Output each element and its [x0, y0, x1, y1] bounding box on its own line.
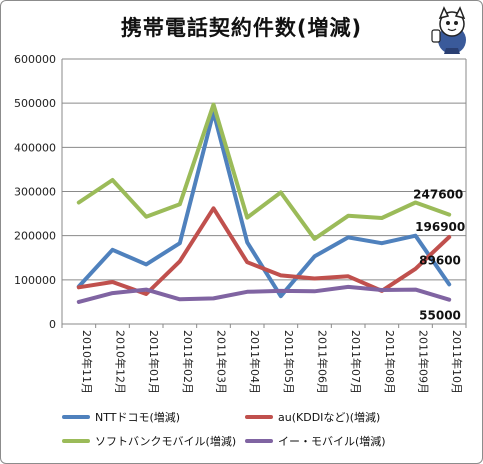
legend: NTTドコモ(増減) au(KDDIなど)(増減) ソフトバンクモバイル(増減)… — [0, 404, 483, 460]
end-value-label: 55000 — [419, 309, 461, 323]
legend-label-emobile: イー・モバイル(増減) — [278, 435, 386, 448]
x-tick-label: 2011年07月 — [349, 330, 363, 394]
x-tick-label: 2011年01月 — [147, 330, 161, 394]
y-tick-label: 600000 — [14, 53, 56, 66]
label-layer: 247600 196900 89600 55000 — [413, 188, 465, 323]
y-tick-label: 300000 — [14, 186, 56, 199]
end-value-label: 89600 — [419, 253, 461, 267]
x-tick-label: 2011年02月 — [181, 330, 195, 394]
x-tick-label: 2011年03月 — [215, 330, 229, 394]
series-line-1 — [76, 206, 452, 296]
legend-swatch-au — [245, 415, 273, 419]
end-value-label: 247600 — [413, 188, 463, 202]
x-tick-label: 2011年09月 — [417, 330, 431, 394]
x-tick-label: 2010年11月 — [80, 330, 94, 394]
x-tick-label: 2010年12月 — [114, 330, 128, 394]
legend-swatch-docomo — [62, 415, 90, 419]
end-value-label: 196900 — [415, 220, 465, 234]
legend-swatch-softbank — [62, 439, 90, 443]
y-tick-label: 100000 — [14, 274, 56, 287]
mascot-icon — [428, 4, 476, 60]
series-line-2 — [76, 102, 452, 241]
legend-label-softbank: ソフトバンクモバイル(増減) — [95, 435, 237, 448]
legend-label-docomo: NTTドコモ(増減) — [95, 411, 181, 424]
x-tick-label: 2011年04月 — [248, 330, 262, 394]
legend-item-emobile: イー・モバイル(増減) — [245, 432, 386, 450]
legend-label-au: au(KDDIなど)(増減) — [278, 411, 381, 424]
y-tick-label: 200000 — [14, 230, 56, 243]
y-tick-label: 0 — [49, 318, 56, 331]
y-tick-label: 400000 — [14, 141, 56, 154]
chart-title: 携帯電話契約件数(増減) — [120, 16, 363, 40]
x-tick-label: 2011年10月 — [450, 330, 464, 394]
axis-layer: 0 100000 200000 300000 400000 500000 600000 201… — [14, 53, 467, 394]
legend-item-softbank: ソフトバンクモバイル(増減) — [62, 432, 236, 450]
series-layer — [76, 102, 452, 304]
legend-item-au: au(KDDIなど)(増減) — [245, 408, 380, 426]
x-tick-label: 2011年08月 — [383, 330, 397, 394]
legend-swatch-emobile — [245, 439, 273, 443]
x-tick-label: 2011年05月 — [282, 330, 296, 394]
y-tick-label: 500000 — [14, 97, 56, 110]
series-line-3 — [76, 284, 452, 304]
x-tick-label: 2011年06月 — [316, 330, 330, 394]
line-chart: 0 100000 200000 300000 400000 500000 600000 201… — [14, 53, 467, 394]
legend-item-docomo: NTTドコモ(増減) — [62, 408, 180, 426]
